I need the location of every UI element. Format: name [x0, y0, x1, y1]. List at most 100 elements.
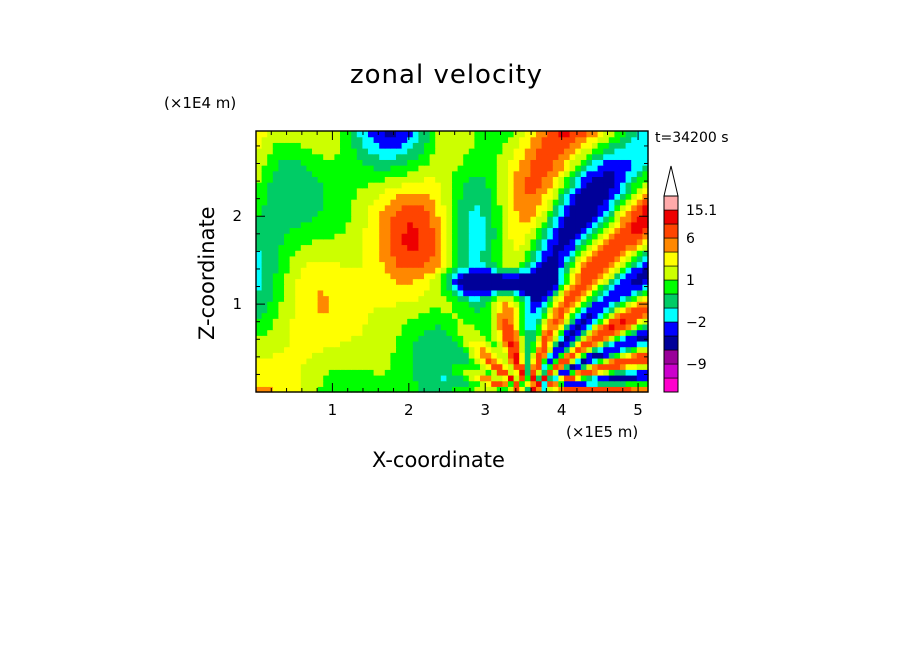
field-cell — [625, 216, 632, 223]
field-cell — [480, 227, 487, 234]
field-cell — [552, 295, 559, 302]
field-cell — [340, 238, 347, 246]
field-cell — [379, 153, 386, 160]
field-cell — [440, 295, 447, 302]
field-cell — [502, 386, 509, 393]
field-cell — [580, 329, 587, 336]
field-cell — [625, 238, 632, 246]
field-cell — [547, 329, 554, 336]
field-cell — [312, 267, 319, 274]
field-cell — [418, 255, 425, 263]
field-cell — [636, 357, 643, 365]
field-cell — [256, 210, 263, 217]
field-cell — [552, 369, 559, 376]
field-cell — [384, 250, 391, 257]
field-cell — [356, 272, 363, 280]
field-cell — [334, 187, 341, 195]
field-cell — [580, 250, 587, 257]
field-cell — [491, 318, 498, 325]
field-cell — [379, 272, 386, 280]
field-cell — [284, 159, 291, 166]
field-cell — [625, 329, 632, 336]
field-cell — [496, 136, 503, 143]
field-cell — [424, 244, 431, 251]
field-cell — [541, 238, 548, 246]
field-cell — [407, 210, 414, 217]
field-cell — [418, 261, 425, 268]
field-cell — [362, 323, 369, 331]
field-cell — [463, 221, 470, 229]
field-cell — [491, 363, 498, 370]
field-cell — [412, 374, 419, 382]
field-cell — [424, 131, 431, 138]
field-cell — [614, 284, 621, 291]
field-cell — [586, 187, 593, 195]
field-cell — [418, 210, 425, 217]
field-cell — [513, 216, 520, 223]
field-cell — [440, 329, 447, 336]
field-cell — [261, 329, 268, 336]
field-cell — [564, 284, 571, 291]
field-cell — [396, 329, 403, 336]
field-cell — [603, 272, 610, 280]
field-cell — [580, 380, 587, 387]
field-cell — [356, 335, 363, 342]
field-cell — [278, 284, 285, 291]
field-cell — [435, 267, 442, 274]
field-cell — [317, 335, 324, 342]
field-cell — [524, 289, 531, 297]
field-cell — [536, 363, 543, 370]
field-cell — [597, 306, 604, 314]
field-cell — [401, 272, 408, 280]
field-cell — [491, 165, 498, 172]
field-cell — [323, 318, 330, 325]
field-cell — [373, 204, 380, 212]
field-cell — [569, 193, 576, 200]
field-cell — [642, 199, 649, 206]
field-cell — [620, 227, 627, 234]
field-cell — [323, 386, 330, 393]
field-cell — [502, 238, 509, 246]
field-cell — [440, 323, 447, 331]
field-cell — [631, 210, 638, 217]
field-cell — [485, 267, 492, 274]
field-cell — [508, 318, 515, 325]
field-cell — [620, 363, 627, 370]
field-cell — [446, 221, 453, 229]
field-cell — [446, 306, 453, 314]
field-cell — [452, 142, 459, 149]
field-cell — [306, 148, 313, 155]
field-cell — [496, 210, 503, 217]
field-cell — [446, 323, 453, 331]
field-cell — [552, 267, 559, 274]
field-cell — [614, 329, 621, 336]
field-cell — [614, 295, 621, 302]
field-cell — [513, 136, 520, 143]
field-cell — [491, 267, 498, 274]
field-cell — [384, 346, 391, 353]
field-cell — [480, 216, 487, 223]
field-cell — [524, 176, 531, 183]
field-cell — [463, 346, 470, 353]
field-cell — [295, 159, 302, 166]
field-cell — [592, 340, 599, 348]
field-cell — [278, 329, 285, 336]
field-cell — [272, 244, 279, 251]
field-cell — [368, 250, 375, 257]
field-cell — [362, 233, 369, 240]
field-cell — [401, 153, 408, 160]
field-cell — [401, 255, 408, 263]
field-cell — [272, 346, 279, 353]
field-cell — [513, 295, 520, 302]
field-cell — [480, 318, 487, 325]
field-cell — [642, 278, 649, 285]
field-cell — [536, 329, 543, 336]
field-cell — [272, 374, 279, 382]
field-cell — [586, 289, 593, 297]
field-cell — [480, 165, 487, 172]
field-cell — [267, 374, 274, 382]
field-cell — [334, 312, 341, 319]
field-cell — [340, 295, 347, 302]
field-cell — [463, 312, 470, 319]
field-cell — [446, 153, 453, 160]
